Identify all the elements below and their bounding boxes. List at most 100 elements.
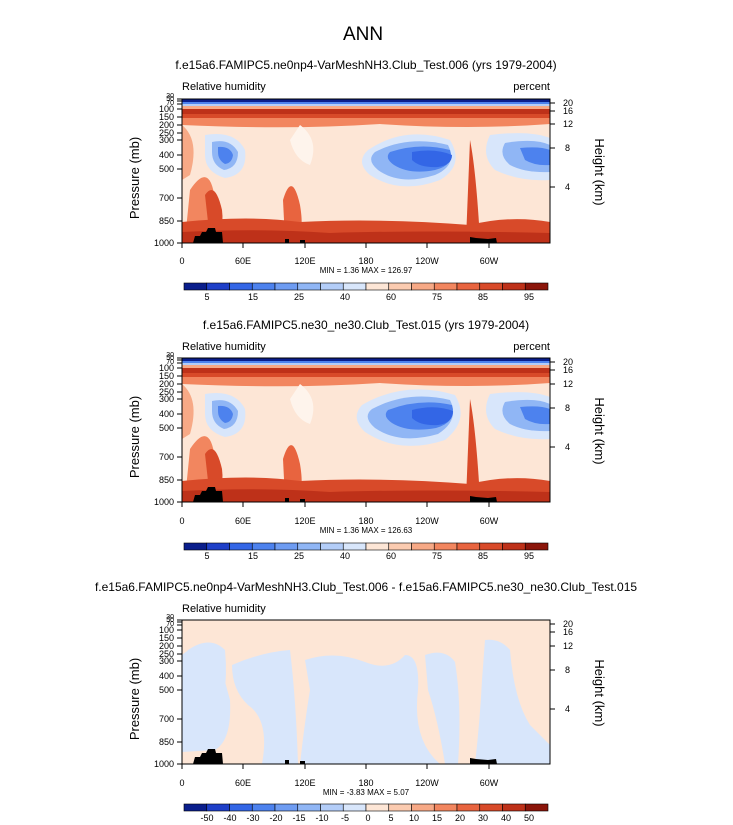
colorbar-3-swatch-6 — [320, 803, 344, 812]
colorbar-1-swatch-6 — [320, 282, 344, 291]
panel-2-x-axis: 0 60E 120E 180 120W 60W — [179, 502, 499, 526]
colorbar-2-swatch-5 — [297, 542, 321, 551]
colorbar-1-swatch-14 — [502, 282, 526, 291]
panel-3-cbar-label-5: 5 — [388, 813, 393, 823]
colorbar-3-swatch-9 — [388, 803, 412, 812]
colorbar-2-swatch-4 — [274, 542, 299, 551]
panel-1-ytick-300: 300 — [159, 135, 174, 145]
panel-3-cbar-label-50: 50 — [524, 813, 534, 823]
panel-3: f.e15a6.FAMIPC5.ne0np4-VarMeshNH3.Club_T… — [95, 580, 637, 823]
panel-2-contour-field — [182, 358, 550, 502]
panel-1-ylabel-right: Height (km) — [592, 138, 607, 205]
colorbar-1-swatch-13 — [479, 282, 503, 291]
colorbar-2-swatch-9 — [388, 542, 412, 551]
colorbar-2-swatch-6 — [320, 542, 344, 551]
panel-3-ytick-500: 500 — [159, 685, 174, 695]
panel-2-ylabel: Pressure (mb) — [127, 396, 142, 478]
panel-3-ytick-1000: 1000 — [154, 759, 174, 769]
colorbar-3-swatch-1 — [206, 803, 230, 812]
panel-3-cbar-label-40: 40 — [501, 813, 511, 823]
panel-3-ytick-30: 30 — [166, 614, 174, 621]
panel-2-xtick-0: 0 — [179, 516, 184, 526]
panel-1-ytick-150: 150 — [159, 112, 174, 122]
panel-2-subtitle: f.e15a6.FAMIPC5.ne30_ne30.Club_Test.015 … — [203, 318, 529, 332]
panel-2-ytick-150: 150 — [159, 371, 174, 381]
panel-1-y-axis-right: 4 8 12 16 20 Height (km) — [550, 98, 607, 206]
panel-1-xtick-120e: 120E — [294, 256, 315, 266]
panel-3-ytick-850: 850 — [159, 737, 174, 747]
colorbar-3-swatch-15 — [524, 803, 549, 812]
panel-1-minmax: MIN = 1.36 MAX = 126.97 — [320, 266, 413, 275]
colorbar-2-swatch-14 — [502, 542, 526, 551]
panel-2-cbar-label-95: 95 — [524, 551, 534, 561]
panel-2-colorbar-labels: 5 15 25 40 60 75 85 95 — [204, 551, 534, 561]
colorbar-1-swatch-2 — [229, 282, 253, 291]
colorbar-2-swatch-2 — [229, 542, 253, 551]
colorbar-3-swatch-14 — [502, 803, 526, 812]
panel-1-ytick-30: 30 — [166, 93, 174, 100]
panel-3-xtick-0: 0 — [179, 778, 184, 788]
colorbar-2-swatch-0 — [183, 542, 208, 551]
panel-2-ylabel-right: Height (km) — [592, 397, 607, 464]
panel-2-ytick-300: 300 — [159, 394, 174, 404]
panel-1-xtick-60e: 60E — [235, 256, 251, 266]
colorbar-1-swatch-1 — [206, 282, 230, 291]
panel-3-cbar-label-m50: -50 — [200, 813, 213, 823]
panel-3-height-tick-4: 4 — [565, 704, 570, 714]
panel-2-cbar-label-60: 60 — [386, 551, 396, 561]
panel-3-ylabel: Pressure (mb) — [127, 658, 142, 740]
panel-3-xtick-120e: 120E — [294, 778, 315, 788]
panel-2-y-axis-right: 4 8 12 16 20 Height (km) — [550, 357, 607, 465]
panel-1-ytick-100: 100 — [159, 104, 174, 114]
panel-2-ytick-850: 850 — [159, 475, 174, 485]
panel-2-ytick-400: 400 — [159, 409, 174, 419]
panel-2-xtick-120w: 120W — [415, 516, 439, 526]
panel-2-variable-label: Relative humidity — [182, 341, 266, 353]
colorbar-2-swatch-13 — [479, 542, 503, 551]
colorbar-1-swatch-10 — [411, 282, 435, 291]
panel-1: f.e15a6.FAMIPC5.ne0np4-VarMeshNH3.Club_T… — [127, 58, 607, 302]
figure-title: ANN — [343, 24, 383, 45]
panel-2-ytick-50: 50 — [166, 355, 174, 362]
panel-2-xtick-120e: 120E — [294, 516, 315, 526]
panel-3-cbar-label-30: 30 — [478, 813, 488, 823]
panel-1-colorbar-labels: 5 15 25 40 60 75 85 95 — [204, 292, 534, 302]
panel-2-height-tick-8: 8 — [565, 403, 570, 413]
panel-1-contour-field — [182, 99, 550, 243]
panel-1-height-tick-4: 4 — [565, 182, 570, 192]
panel-2-height-tick-12: 12 — [563, 379, 573, 389]
panel-1-x-axis: 0 60E 120E 180 120W 60W — [179, 243, 499, 266]
colorbar-2-swatch-11 — [433, 542, 458, 551]
panel-3-subtitle: f.e15a6.FAMIPC5.ne0np4-VarMeshNH3.Club_T… — [95, 580, 637, 594]
panel-3-cbar-label-m15: -15 — [292, 813, 305, 823]
colorbar-3-swatch-12 — [456, 803, 481, 812]
panel-3-xtick-180: 180 — [358, 778, 373, 788]
panel-3-y-axis: 1000 850 700 500 400 300 250 200 150 100… — [127, 614, 182, 769]
panel-3-ytick-300: 300 — [159, 656, 174, 666]
panel-3-contour-field — [182, 620, 550, 764]
panel-3-cbar-label-m10: -10 — [315, 813, 328, 823]
panel-2-y-axis: 1000 850 700 500 400 300 250 200 150 100… — [127, 352, 182, 507]
panel-1-ytick-50: 50 — [166, 96, 174, 103]
colorbar-2-swatch-10 — [411, 542, 435, 551]
panel-3-ytick-50: 50 — [166, 617, 174, 624]
colorbar-3-swatch-7 — [342, 803, 367, 812]
colorbar-1-swatch-7 — [342, 282, 367, 291]
panel-2-cbar-label-40: 40 — [340, 551, 350, 561]
panel-2-cbar-label-5: 5 — [204, 551, 209, 561]
panel-3-xtick-60e: 60E — [235, 778, 251, 788]
panel-2-height-tick-16: 16 — [563, 365, 573, 375]
panel-3-cbar-label-15: 15 — [432, 813, 442, 823]
panel-3-ytick-700: 700 — [159, 714, 174, 724]
panel-2-cbar-label-25: 25 — [294, 551, 304, 561]
colorbar-3-swatch-3 — [251, 803, 276, 812]
panel-3-ytick-250: 250 — [159, 649, 174, 659]
panel-1-cbar-label-25: 25 — [294, 292, 304, 302]
colorbar-2-swatch-1 — [206, 542, 230, 551]
panel-2-ytick-1000: 1000 — [154, 497, 174, 507]
panel-3-variable-label: Relative humidity — [182, 603, 266, 615]
panel-1-ytick-200: 200 — [159, 120, 174, 130]
panel-1-height-tick-16: 16 — [563, 106, 573, 116]
colorbar-1-swatch-5 — [297, 282, 321, 291]
